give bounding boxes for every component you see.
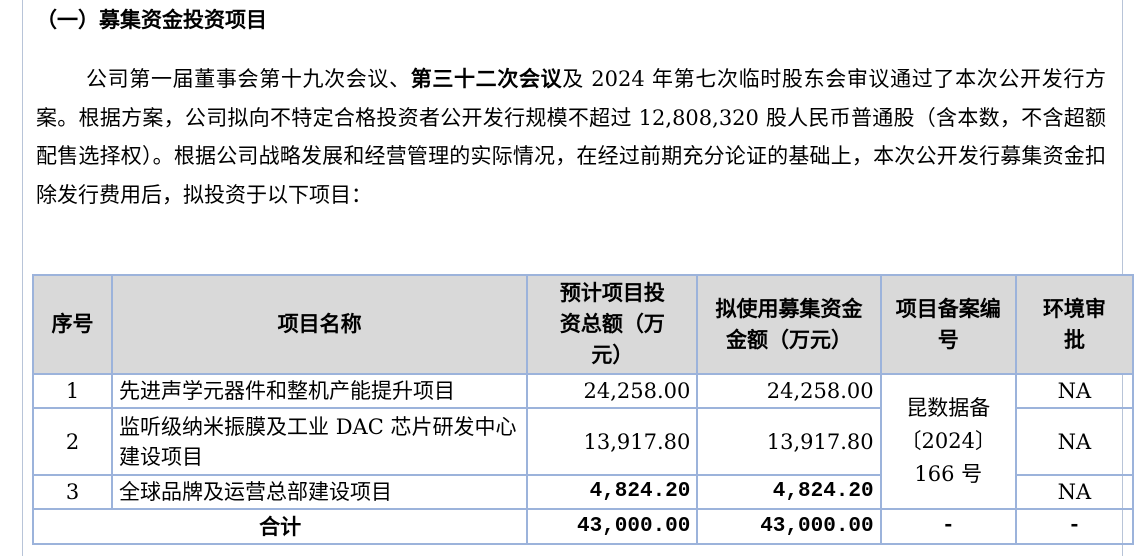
total-total: 43,000.00 [526,508,699,545]
row-raised: 4,824.20 [696,474,882,510]
body-paragraph: 公司第一届董事会第十九次会议、第三十二次会议及 2024 年第七次临时股东会审议… [36,60,1106,214]
paragraph-bold-text: 第三十二次会议 [410,67,563,91]
header-no: 序号 [31,274,114,375]
header-env: 环境审批 [1014,274,1134,375]
header-filing: 项目备案编号 [879,274,1017,375]
investment-projects-table: 序号 项目名称 预计项目投资总额（万元） 拟使用募集资金金额（万元） 项目备案编… [31,274,1134,545]
total-raised: 43,000.00 [696,508,882,545]
row-raised: 24,258.00 [696,373,882,409]
row-total: 13,917.80 [526,407,699,476]
total-label: 合计 [31,508,529,545]
table-header-row: 序号 项目名称 预计项目投资总额（万元） 拟使用募集资金金额（万元） 项目备案编… [31,274,1134,375]
row-env: NA [1014,373,1134,409]
total-env: - [1014,508,1134,545]
table-row: 2 监听级纳米振膜及工业 DAC 芯片研发中心建设项目 13,917.80 13… [31,407,1134,476]
page-left-border [22,0,23,556]
row-name: 全球品牌及运营总部建设项目 [111,474,529,510]
row-total: 4,824.20 [526,474,699,510]
row-no: 3 [31,474,114,510]
row-no: 2 [31,407,114,476]
filing-number: 昆数据备〔2024〕166 号 [879,373,1017,510]
row-name: 监听级纳米振膜及工业 DAC 芯片研发中心建设项目 [111,407,529,476]
row-env: NA [1014,407,1134,476]
header-name: 项目名称 [111,274,529,375]
header-raised: 拟使用募集资金金额（万元） [696,274,882,375]
row-env: NA [1014,474,1134,510]
row-total: 24,258.00 [526,373,699,409]
row-name: 先进声学元器件和整机产能提升项目 [111,373,529,409]
header-total: 预计项目投资总额（万元） [526,274,699,375]
row-raised: 13,917.80 [696,407,882,476]
section-title: （一）募集资金投资项目 [36,8,267,32]
table-row: 1 先进声学元器件和整机产能提升项目 24,258.00 24,258.00 昆… [31,373,1134,510]
total-filing: - [879,508,1017,545]
row-no: 1 [31,373,114,409]
table-row: 3 全球品牌及运营总部建设项目 4,824.20 4,824.20 NA [31,474,1134,510]
paragraph-text: 及 2024 年第七次临时股东会审议通过了本次公开发行方案。根据方案，公司拟向不… [36,67,1106,207]
table-total-row: 合计 43,000.00 43,000.00 - - [31,508,1134,545]
paragraph-text: 公司第一届董事会第十九次会议、 [86,67,411,91]
